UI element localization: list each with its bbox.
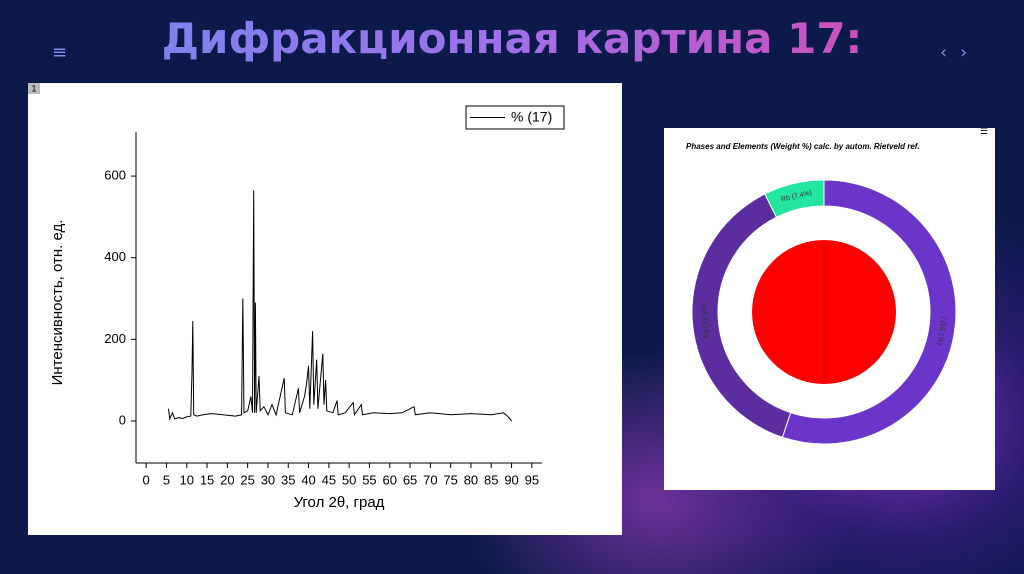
x-tick-label: 50	[342, 472, 356, 487]
legend-label: % (17)	[511, 109, 552, 125]
x-tick-label: 35	[281, 472, 295, 487]
prev-button[interactable]: ‹	[940, 42, 948, 63]
x-tick-label: 40	[301, 472, 315, 487]
menu-button[interactable]: ≡	[52, 42, 68, 63]
x-axis-label: Угол 2θ, град	[294, 494, 385, 511]
x-tick-label: 30	[261, 472, 275, 487]
x-tick-label: 5	[163, 472, 170, 487]
x-tick-label: 80	[464, 472, 478, 487]
data-line	[168, 190, 512, 422]
x-tick-label: 0	[143, 472, 150, 487]
x-tick-label: 65	[403, 472, 417, 487]
x-tick-label: 60	[383, 472, 397, 487]
donut-segment	[764, 179, 825, 218]
x-tick-label: 20	[220, 472, 234, 487]
y-tick-label: 600	[104, 168, 126, 183]
y-tick-label: 200	[104, 331, 126, 346]
legend-box	[465, 105, 565, 130]
y-axis-label: Интенсивность, отн. ед.	[49, 220, 66, 386]
segment-label: I (55.1%)	[935, 316, 946, 345]
y-tick-label: 0	[119, 412, 126, 427]
next-button[interactable]: ›	[960, 42, 968, 63]
x-tick-label: 70	[423, 472, 437, 487]
x-tick-label: 55	[362, 472, 376, 487]
panel-label: 1	[31, 83, 36, 93]
panel-menu-icon[interactable]: ☰	[980, 126, 988, 136]
x-tick-label: 15	[200, 472, 214, 487]
x-tick-label: 95	[525, 472, 539, 487]
x-tick-label: 85	[484, 472, 498, 487]
donut-segment	[781, 179, 957, 445]
x-tick-label: 75	[443, 472, 457, 487]
x-tick-label: 25	[240, 472, 254, 487]
xrd-panel	[28, 83, 622, 535]
y-tick-label: 400	[104, 249, 126, 264]
slide-title: Дифракционная картина 17:	[0, 14, 1024, 63]
x-tick-label: 10	[180, 472, 194, 487]
panel-tag	[28, 83, 40, 94]
x-tick-label: 45	[322, 472, 336, 487]
segment-label: Ag (37.5%)	[701, 303, 711, 338]
x-tick-label: 90	[504, 472, 518, 487]
donut-title: Phases and Elements (Weight %) calc. by …	[686, 142, 920, 151]
